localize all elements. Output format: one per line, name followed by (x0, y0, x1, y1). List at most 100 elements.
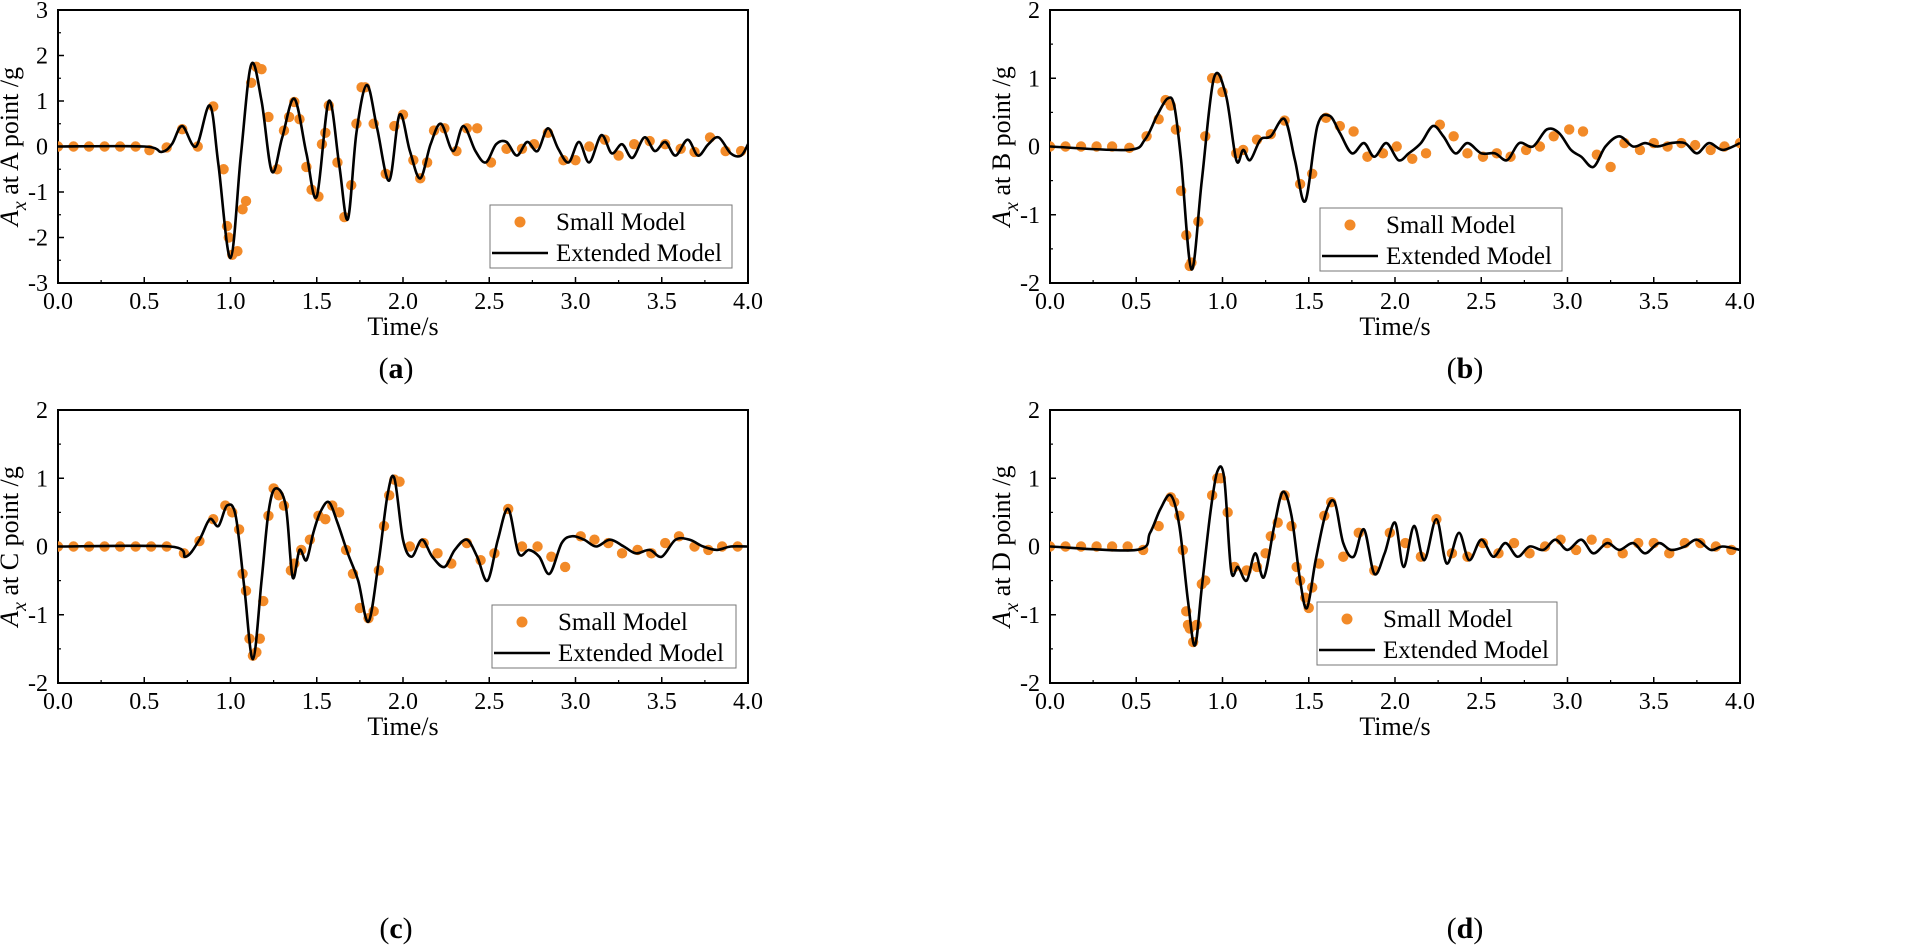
legend-marker-small-model (1341, 613, 1353, 625)
x-tick-label: 1.0 (1208, 289, 1238, 315)
small-model-point (1548, 131, 1559, 142)
x-axis-label: Time/s (367, 712, 438, 741)
y-axis-label-symbol: A (987, 612, 1016, 630)
y-tick-label: -1 (1020, 603, 1040, 629)
x-tick-label: 0.5 (1121, 289, 1151, 315)
x-tick-label: 3.0 (561, 689, 591, 715)
y-tick-label: 2 (36, 44, 48, 70)
caption-close: ) (402, 912, 413, 945)
y-axis-label-subscript: x (9, 201, 31, 211)
x-tick-label: 1.5 (1294, 689, 1324, 715)
legend: Small Model Extended Model (1319, 207, 1563, 272)
small-model-point (1586, 534, 1597, 545)
y-tick-label: 1 (1028, 466, 1040, 492)
small-model-point (1391, 141, 1402, 152)
small-model-point (1303, 602, 1314, 614)
chart-panel-a: 0.0 0.5 1.0 1.5 2.0 2.5 3.0 3.5 4.0 -3 -2 -1 0 1 2 3 Tim… (0, 0, 780, 345)
small-model-point (1075, 141, 1087, 152)
y-tick-label: 2 (1028, 0, 1040, 24)
y-axis-label-symbol: A (987, 211, 1016, 229)
small-model-point (1348, 126, 1359, 137)
small-model-point (1564, 124, 1575, 135)
legend-label-extended-model: Extended Model (556, 240, 722, 267)
small-model-point (516, 541, 528, 552)
x-axis-label: Time/s (1359, 712, 1430, 741)
chart-panel-d: 0.0 0.5 1.0 1.5 2.0 2.5 3.0 3.5 4.0 -2 -1 0 1 2 Time/s… (970, 395, 1910, 741)
legend-label-small-model: Small Model (1383, 606, 1513, 633)
y-axis-label: Ax at C point /g (0, 466, 31, 629)
caption-letter: c (389, 912, 403, 945)
small-model-point (1705, 144, 1716, 156)
y-tick-label: 1 (36, 89, 48, 115)
legend-box (489, 204, 733, 269)
x-tick-label: 3.5 (647, 689, 677, 715)
legend-box (1319, 207, 1563, 272)
x-tick-label: 0.0 (43, 289, 73, 315)
legend-label-extended-model: Extended Model (558, 640, 724, 667)
small-model-point (559, 561, 571, 573)
caption-letter: a (388, 352, 404, 385)
legend-label-extended-model: Extended Model (1386, 243, 1552, 270)
y-tick-label: -1 (28, 180, 48, 206)
y-axis-label-text: at C point /g (0, 466, 24, 602)
legend-label-small-model: Small Model (1386, 212, 1516, 239)
small-model-point (397, 109, 409, 120)
x-tick-label: 1.5 (302, 289, 332, 315)
plot-area (1050, 71, 1740, 272)
y-axis-label-subscript: x (1001, 603, 1023, 613)
x-tick-label: 4.0 (733, 689, 763, 715)
caption-open: ( (1446, 352, 1457, 385)
legend-label-small-model: Small Model (558, 609, 688, 636)
y-tick-label: -1 (28, 603, 48, 629)
x-tick-label: 2.5 (474, 689, 504, 715)
small-model-point (263, 111, 274, 123)
small-model-point (1689, 139, 1701, 151)
y-axis-label: Ax at D point /g (987, 466, 1023, 630)
x-tick-label: 3.5 (1639, 289, 1669, 315)
x-tick-label: 1.0 (216, 689, 246, 715)
extended-model-line (58, 474, 748, 661)
extended-model-line (1050, 71, 1740, 271)
chart-panel-c: 0.0 0.5 1.0 1.5 2.0 2.5 3.0 3.5 4.0 -2 -1 0 1 2 Time/s… (0, 395, 940, 741)
small-model-point (1170, 124, 1182, 135)
x-tick-label: 3.0 (561, 289, 591, 315)
x-tick-label: 0.0 (43, 689, 73, 715)
small-model-point (1524, 548, 1535, 559)
y-tick-label: -1 (1020, 203, 1040, 229)
y-tick-label: 2 (36, 398, 48, 424)
small-model-point (404, 541, 416, 552)
caption-close: ) (1473, 352, 1484, 385)
plot-area (58, 474, 748, 661)
legend-box (491, 604, 737, 669)
chart-panel-b: 0.0 0.5 1.0 1.5 2.0 2.5 3.0 3.5 4.0 -2 -1 0 1 2 Time/s… (970, 0, 1910, 345)
small-model-point (1407, 153, 1418, 164)
small-model-point (451, 145, 462, 157)
y-tick-label: 2 (1028, 398, 1040, 424)
legend-box (1316, 601, 1558, 666)
y-axis-label: Ax at A point /g (0, 67, 31, 228)
small-model-point (1124, 142, 1135, 154)
y-tick-label: -2 (28, 671, 48, 697)
x-tick-label: 1.5 (1294, 289, 1324, 315)
small-model-point (1508, 537, 1520, 549)
x-tick-label: 0.0 (1035, 689, 1065, 715)
small-model-point (220, 500, 231, 511)
small-model-point (1448, 131, 1459, 142)
small-model-point (532, 541, 543, 552)
y-axis-label-subscript: x (9, 602, 31, 612)
small-model-point (432, 548, 443, 559)
x-tick-label: 3.0 (1553, 689, 1583, 715)
y-tick-label: -2 (1020, 271, 1040, 297)
small-model-point (192, 141, 203, 152)
legend: Small Model Extended Model (1316, 601, 1558, 666)
y-tick-label: 1 (1028, 66, 1040, 92)
small-model-point (240, 195, 252, 207)
caption-open: ( (1446, 912, 1457, 945)
y-tick-label: -2 (28, 226, 48, 252)
y-axis-label-text: at B point /g (987, 66, 1016, 202)
small-model-point (1605, 161, 1616, 173)
legend: Small Model Extended Model (491, 604, 737, 669)
x-tick-label: 2.0 (1380, 689, 1410, 715)
small-model-point (546, 551, 557, 562)
caption-d: (d) (1405, 912, 1525, 946)
